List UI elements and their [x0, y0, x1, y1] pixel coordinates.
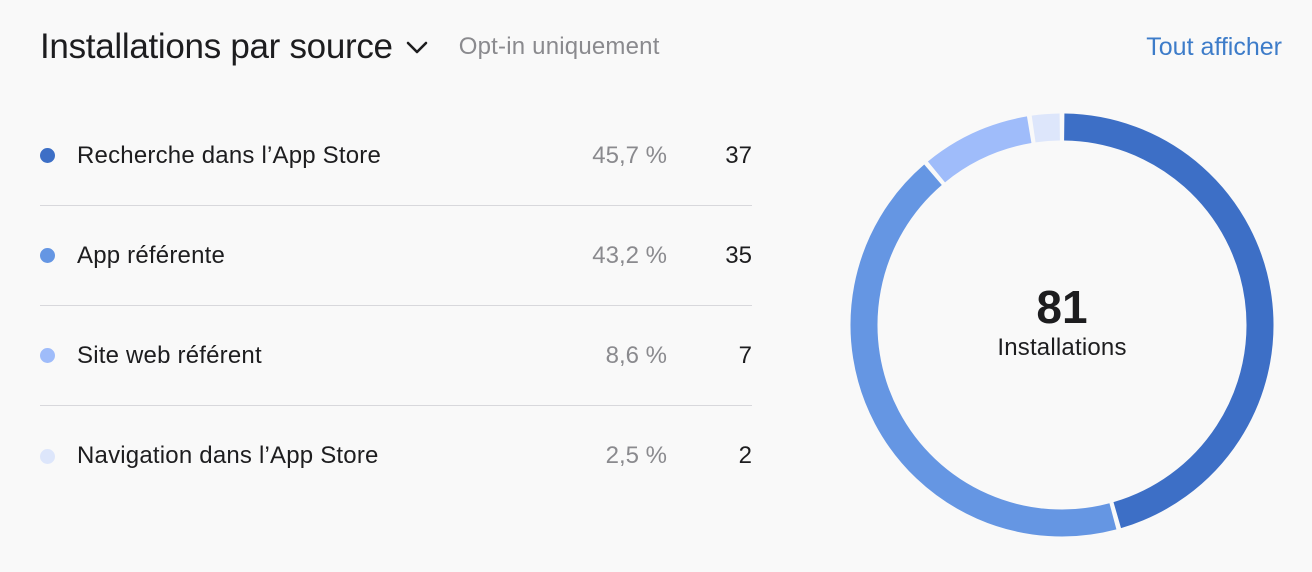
legend-count: 37 [725, 141, 752, 169]
legend-row[interactable]: Navigation dans l’App Store 2,5 % 2 [40, 406, 752, 506]
donut-slice-1[interactable] [1064, 113, 1274, 529]
legend-list: Recherche dans l’App Store 45,7 % 37 App… [40, 106, 752, 506]
legend-dot [40, 448, 55, 464]
legend-count: 2 [738, 442, 752, 469]
legend-percent: 2,5 % [605, 442, 667, 469]
legend-dot [40, 248, 55, 263]
donut-svg [850, 113, 1274, 537]
legend-label: Site web référent [77, 341, 262, 369]
chart-title: Installations par source [40, 27, 393, 66]
source-selector[interactable]: Installations par source [40, 27, 429, 67]
legend-label: Recherche dans l’App Store [77, 141, 382, 169]
legend-row[interactable]: Recherche dans l’App Store 45,7 % 37 [40, 106, 752, 206]
legend-percent: 8,6 % [605, 341, 667, 369]
chevron-down-icon[interactable] [405, 39, 429, 55]
legend-label: App référente [77, 241, 226, 269]
donut-slice-2[interactable] [850, 164, 1117, 537]
legend-dot [40, 348, 55, 363]
legend-percent: 45,7 % [592, 141, 667, 169]
view-all-link[interactable]: Tout afficher [1146, 32, 1282, 61]
donut-slice-4[interactable] [1031, 113, 1061, 143]
legend-count: 7 [738, 341, 752, 369]
legend-dot [40, 148, 55, 163]
chart-subtitle: Opt-in uniquement [458, 33, 660, 60]
chart-header: Installations par source Opt-in uniqueme… [40, 22, 1282, 72]
donut-slice-3[interactable] [927, 116, 1032, 183]
legend-percent: 43,2 % [592, 241, 667, 269]
legend-count: 35 [725, 241, 752, 269]
donut-chart: 81 Installations [846, 109, 1278, 541]
legend-label: Navigation dans l’App Store [77, 442, 379, 469]
legend-row[interactable]: App référente 43,2 % 35 [40, 206, 752, 306]
legend-row[interactable]: Site web référent 8,6 % 7 [40, 306, 752, 406]
